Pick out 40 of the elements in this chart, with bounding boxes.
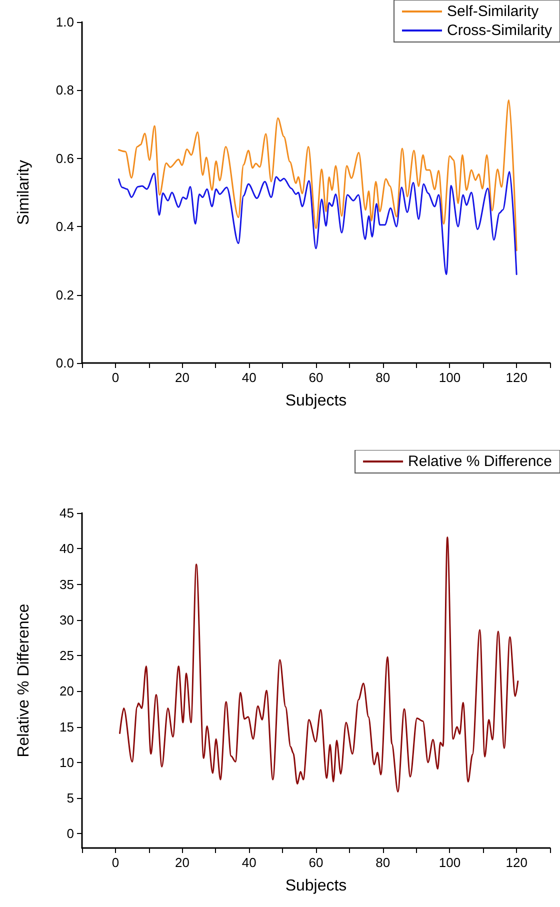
x-axis-title: Subjects	[285, 392, 347, 410]
y-tick-label: 15	[60, 719, 74, 734]
x-tick-label: 120	[506, 370, 528, 385]
line-series	[118, 99, 518, 252]
y-tick-label: 30	[60, 612, 74, 628]
line-series	[119, 536, 519, 792]
y-axis-title: Similarity	[16, 160, 32, 225]
y-tick-label: 0.2	[56, 287, 74, 302]
line-series	[118, 170, 518, 276]
y-tick-label: 0.4	[56, 219, 74, 234]
x-tick-label: 100	[438, 370, 461, 385]
x-tick-label: 40	[242, 370, 256, 385]
x-tick-label: 20	[175, 370, 190, 385]
y-tick-label: 40	[60, 541, 74, 556]
y-tick-label: 10	[60, 754, 74, 770]
y-tick-label: 0.6	[56, 150, 74, 166]
legend-label: Relative % Difference	[408, 453, 552, 470]
y-tick-label: 25	[60, 648, 74, 664]
y-tick-label: 0.8	[56, 82, 74, 98]
y-axis-title: Relative % Difference	[16, 604, 32, 758]
x-tick-label: 0	[112, 855, 120, 870]
x-tick-label: 80	[376, 855, 390, 870]
y-tick-label: 35	[60, 576, 74, 592]
x-tick-label: 80	[376, 370, 390, 385]
x-axis-title: Subjects	[285, 878, 347, 894]
x-tick-label: 60	[308, 370, 324, 385]
y-tick-label: 0.0	[56, 356, 74, 370]
x-tick-label: 0	[112, 370, 120, 385]
legend-label: Cross-Similarity	[447, 22, 552, 39]
x-tick-label: 60	[308, 855, 324, 870]
x-tick-label: 40	[242, 855, 256, 870]
legend-label: Self-Similarity	[447, 3, 540, 20]
x-tick-label: 120	[506, 855, 528, 870]
x-tick-label: 100	[438, 855, 461, 870]
y-tick-label: 0	[66, 826, 74, 842]
x-tick-label: 20	[175, 855, 190, 870]
y-tick-label: 5	[66, 790, 74, 806]
y-tick-label: 20	[60, 684, 74, 699]
y-tick-label: 45	[60, 506, 74, 520]
y-tick-label: 1.0	[56, 14, 74, 30]
